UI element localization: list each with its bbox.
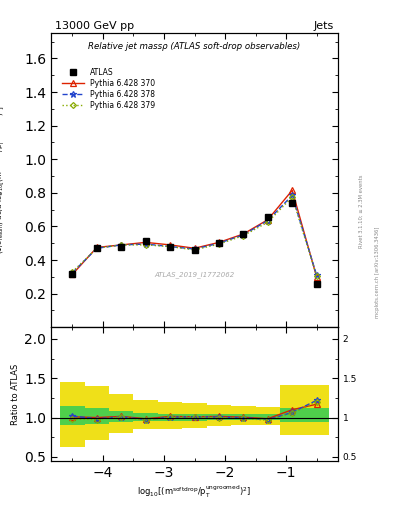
- Text: ATLAS_2019_I1772062: ATLAS_2019_I1772062: [154, 271, 235, 278]
- Legend: ATLAS, Pythia 6.428 370, Pythia 6.428 378, Pythia 6.428 379: ATLAS, Pythia 6.428 370, Pythia 6.428 37…: [61, 67, 156, 111]
- Text: Relative jet massρ (ATLAS soft-drop observables): Relative jet massρ (ATLAS soft-drop obse…: [88, 42, 301, 51]
- X-axis label: log$_{10}$[(m$^\mathrm{soft drop}$/p$_\mathrm{T}^\mathrm{ungroomed}$)$^2$]: log$_{10}$[(m$^\mathrm{soft drop}$/p$_\m…: [138, 484, 252, 500]
- Text: mcplots.cern.ch [arXiv:1306.3436]: mcplots.cern.ch [arXiv:1306.3436]: [375, 227, 380, 318]
- Text: Jets: Jets: [314, 20, 334, 31]
- Y-axis label: Ratio to ATLAS: Ratio to ATLAS: [11, 364, 20, 424]
- Text: 13000 GeV pp: 13000 GeV pp: [55, 20, 134, 31]
- Y-axis label: (1/σ$_\mathrm{resum}$) dσ/d log$_{10}$[(m$^\mathrm{soft drop}$/p$_\mathrm{T}^\ma: (1/σ$_\mathrm{resum}$) dσ/d log$_{10}$[(…: [0, 106, 7, 254]
- Text: Rivet 3.1.10; ≥ 2.3M events: Rivet 3.1.10; ≥ 2.3M events: [359, 175, 364, 248]
